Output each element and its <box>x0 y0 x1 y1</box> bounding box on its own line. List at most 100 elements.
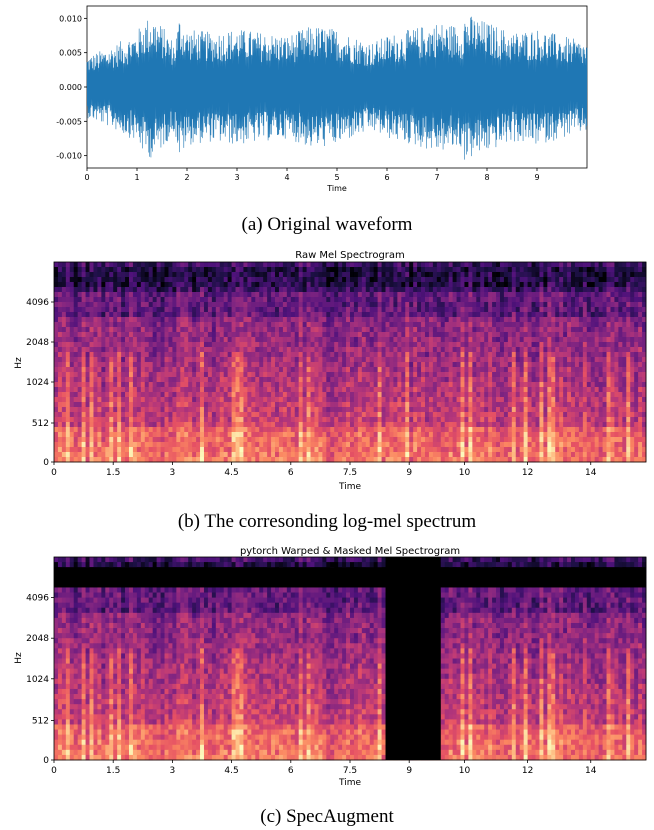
spectrogram-cell <box>211 412 217 418</box>
spectrogram-cell <box>180 297 185 303</box>
spectrogram-cell <box>156 317 161 323</box>
spectrogram-cell <box>472 282 477 288</box>
spectrogram-cell <box>567 322 572 328</box>
spectrogram-cell <box>89 337 94 343</box>
spectrogram-cell <box>231 387 236 393</box>
spectrogram-cell <box>543 292 548 298</box>
spectrogram-cell <box>77 272 83 278</box>
spectrogram-cell <box>456 367 461 373</box>
spectrogram-cell <box>389 277 394 283</box>
spectrogram-cell <box>89 312 94 318</box>
spectrogram-cell <box>472 297 477 303</box>
spectrogram-cell <box>523 372 528 378</box>
spectrogram-cell <box>551 317 556 323</box>
spectrogram-cell <box>543 297 548 303</box>
spectrogram-cell <box>480 312 485 318</box>
spectrogram-cell <box>389 357 394 363</box>
spectrogram-cell <box>184 297 189 303</box>
spectrogram-cell <box>144 387 150 393</box>
spectrogram-cell <box>610 287 615 293</box>
spectrogram-cell <box>409 367 414 373</box>
spectrogram-cell <box>476 382 481 388</box>
spectrogram-cell <box>61 402 67 408</box>
spectrogram-cell <box>484 262 489 268</box>
spectrogram-cell <box>551 397 556 403</box>
spectrogram-cell <box>452 332 457 338</box>
spectrogram-cell <box>539 412 544 418</box>
spectrogram-cell <box>128 382 134 388</box>
spectrogram-cell <box>385 262 390 268</box>
spectrogram-cell <box>578 322 584 328</box>
spectrogram-cell <box>503 292 509 298</box>
spectrogram-cell <box>634 377 639 383</box>
spectrogram-cell <box>614 292 619 298</box>
spectrogram-cell <box>527 407 532 413</box>
spectrogram-cell <box>271 382 276 388</box>
spectrogram-cell <box>385 277 390 283</box>
spectrogram-cell <box>247 327 252 333</box>
spectrogram-cell <box>184 382 189 388</box>
spectrogram-cell <box>464 282 469 288</box>
spectrogram-cell <box>503 347 509 353</box>
spectrogram-cell <box>634 342 639 348</box>
spectrogram-cell <box>606 372 611 378</box>
spectrogram-cell <box>460 282 465 288</box>
spectrogram-cell <box>551 287 556 293</box>
spectrogram-cell <box>196 382 201 388</box>
spectrogram-cell <box>417 307 422 313</box>
spectrogram-cell <box>105 297 110 303</box>
spectrogram-cell <box>77 332 83 338</box>
spectrogram-cell <box>460 337 465 343</box>
spectrogram-cell <box>330 347 335 353</box>
spectrogram-cell <box>614 362 619 368</box>
spectrogram-cell <box>440 377 446 383</box>
spectrogram-cell <box>247 337 252 343</box>
spectrogram-cell <box>499 417 505 423</box>
spectrogram-cell <box>176 407 181 413</box>
spectrogram-cell <box>578 302 584 308</box>
spectrogram-cell <box>353 377 359 383</box>
spectrogram-cell <box>97 267 102 273</box>
spectrogram-cell <box>243 317 248 323</box>
spectrogram-cell <box>409 352 414 358</box>
spectrogram-cell <box>235 402 240 408</box>
spectrogram-cell <box>389 422 394 428</box>
spectrogram-cell <box>535 297 540 303</box>
spectrogram-cell <box>184 397 189 403</box>
spectrogram-cell <box>456 412 461 418</box>
spectrogram-cell <box>642 297 647 303</box>
spectrogram-cell <box>65 417 71 423</box>
spectrogram-cell <box>298 387 304 393</box>
spectrogram-cell <box>188 392 193 398</box>
spectrogram-cell <box>634 267 639 273</box>
spectrogram-cell <box>578 267 584 273</box>
spectrogram-cell <box>361 342 367 348</box>
spectrogram-cell <box>428 272 434 278</box>
spectrogram-cell <box>448 307 454 313</box>
spectrogram-cell <box>492 317 497 323</box>
spectrogram-cell <box>634 387 639 393</box>
spectrogram-cell <box>401 357 406 363</box>
spectrogram-cell <box>140 307 146 313</box>
spectrogram-cell <box>357 417 363 423</box>
spectrogram-cell <box>519 417 525 423</box>
spectrogram-cell <box>480 317 485 323</box>
spectrogram-cell <box>298 407 304 413</box>
spectrogram-cell <box>342 307 347 313</box>
spectrogram-cell <box>547 377 552 383</box>
spectrogram-cell <box>626 327 631 333</box>
spectrogram-cell <box>527 367 532 373</box>
spectrogram-cell <box>128 327 134 333</box>
spectrogram-cell <box>460 292 465 298</box>
spectrogram-cell <box>496 342 501 348</box>
spectrogram-cell <box>409 282 414 288</box>
spectrogram-cell <box>286 347 292 353</box>
spectrogram-cell <box>484 322 489 328</box>
spectrogram-cell <box>488 407 493 413</box>
spectrogram-cell <box>515 272 521 278</box>
spectrogram-cell <box>271 402 276 408</box>
spectrogram-cell <box>211 352 217 358</box>
spectrogram-cell <box>464 272 469 278</box>
spectrogram-cell <box>444 382 450 388</box>
spectrogram-cell <box>77 362 83 368</box>
